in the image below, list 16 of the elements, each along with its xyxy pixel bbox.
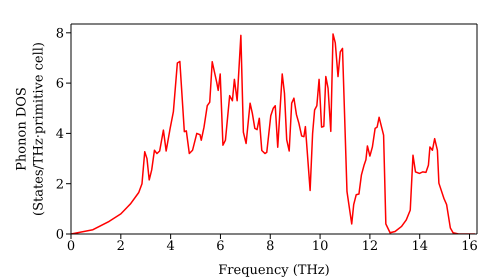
- x-tick-label: 6: [216, 239, 225, 254]
- x-axis-title: Frequency (THz): [218, 263, 330, 278]
- x-tick-label: 12: [362, 239, 378, 254]
- x-tick-label: 8: [266, 239, 274, 254]
- y-tick-label: 6: [56, 76, 64, 92]
- y-axis-title: Phonon DOS (States/THz·primitive cell): [14, 42, 46, 216]
- y-tick-label: 2: [56, 177, 64, 192]
- x-tick-label: 14: [411, 239, 428, 254]
- x-tick-label: 2: [116, 239, 125, 254]
- x-tick-label: 10: [312, 239, 328, 254]
- y-tick-label: 0: [56, 228, 64, 243]
- y-tick-label: 4: [56, 127, 64, 142]
- x-tick-label: 0: [66, 239, 76, 254]
- y-tick-label: 8: [56, 26, 64, 42]
- x-tick-label: 16: [461, 239, 478, 254]
- x-tick-label: 4: [166, 239, 175, 254]
